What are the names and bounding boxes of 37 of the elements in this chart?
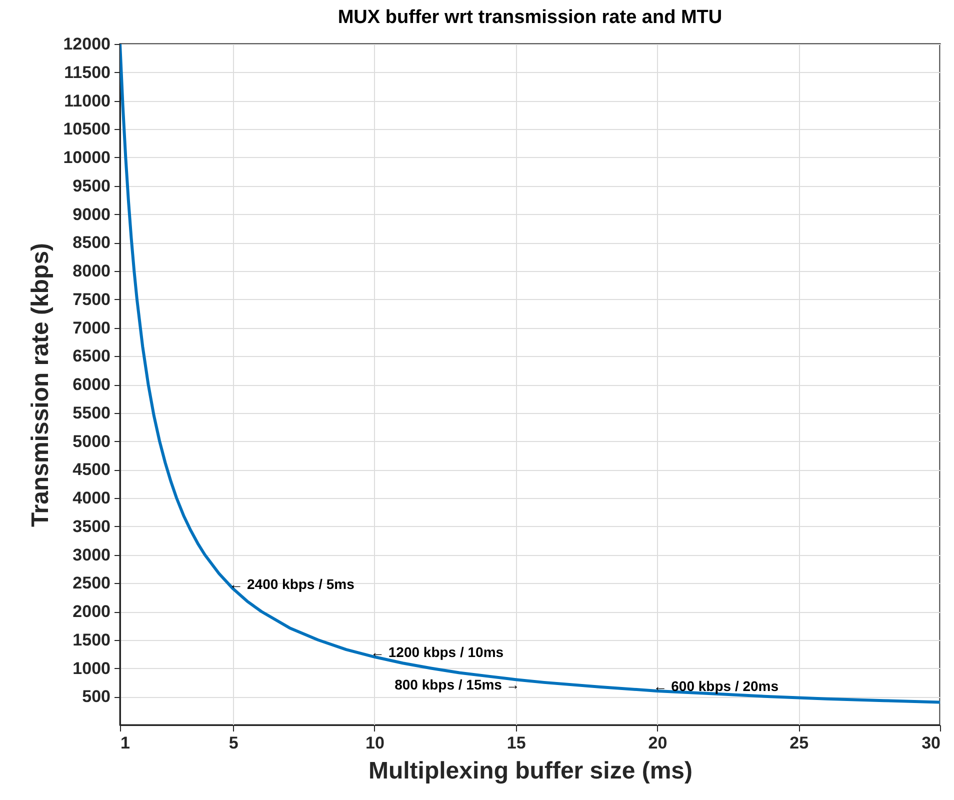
y-tick-label: 3500 — [72, 516, 110, 536]
x-tick-label: 25 — [790, 734, 809, 752]
y-tick-label: 8000 — [72, 262, 110, 280]
y-tick-label: 11000 — [64, 91, 110, 110]
y-tick-label: 10000 — [63, 148, 110, 167]
x-tick-label: 5 — [228, 734, 238, 752]
y-tick-label: 12000 — [63, 34, 110, 54]
y-tick-label: 5000 — [72, 432, 110, 451]
x-tick-label: 15 — [506, 734, 526, 752]
y-tick-label: 3000 — [72, 545, 110, 564]
y-tick-label: 11500 — [64, 62, 110, 82]
y-tick-label: 5500 — [72, 403, 110, 422]
y-tick-label: 6500 — [72, 346, 110, 366]
y-tick-label: 7500 — [72, 290, 110, 309]
y-tick-label: 7000 — [72, 318, 110, 338]
y-tick-label: 4500 — [72, 460, 110, 480]
y-tick-label: 500 — [82, 687, 110, 706]
y-tick-label: 6000 — [72, 375, 110, 394]
y-axis-title: Transmission rate (kbps) — [27, 242, 54, 528]
annotation: ← 2400 kbps / 5ms — [229, 576, 355, 592]
chart-title: MUX buffer wrt transmission rate and MTU — [338, 7, 722, 28]
y-tick-label: 2500 — [72, 574, 110, 593]
y-tick-label: 9500 — [72, 176, 110, 196]
y-tick-label: 10500 — [63, 120, 110, 139]
y-tick-label: 1500 — [72, 630, 110, 650]
y-tick-label: 8500 — [72, 233, 110, 252]
y-tick-label: 2000 — [72, 602, 110, 621]
x-tick-label: 20 — [648, 734, 668, 752]
x-tick-label: 30 — [922, 734, 940, 752]
x-tick-label: 10 — [366, 734, 384, 752]
x-tick-label: 1 — [120, 734, 130, 752]
annotation: 800 kbps / 15ms → — [394, 676, 520, 693]
annotation: ← 1200 kbps / 10ms — [370, 644, 504, 660]
y-tick-label: 4000 — [72, 488, 110, 508]
x-axis-title: Multiplexing buffer size (ms) — [368, 758, 693, 784]
y-tick-label: 9000 — [72, 204, 110, 224]
y-tick-label: 1000 — [72, 658, 110, 678]
